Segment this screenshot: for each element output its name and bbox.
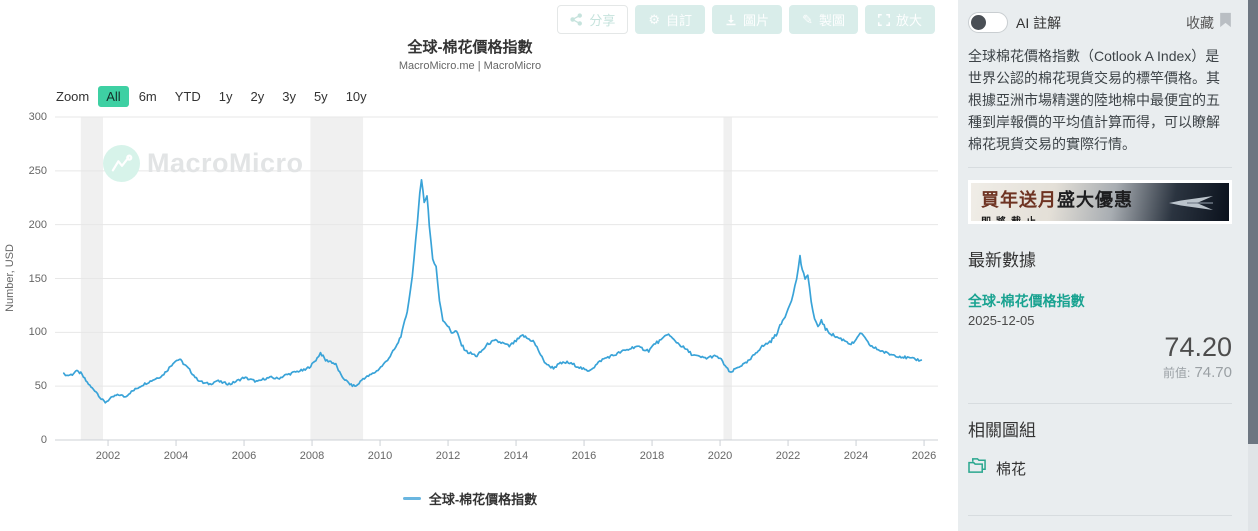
ai-annotation-label: AI 註解: [1016, 14, 1062, 31]
zoom-option-ytd[interactable]: YTD: [174, 89, 201, 104]
chart-card: 分享 ⚙ 自訂 圖片 ✎ 製圖 放大 全球: [0, 0, 958, 508]
divider: [968, 167, 1232, 168]
previous-value: 前值: 74.70: [968, 364, 1232, 381]
related-group-label: 棉花: [996, 460, 1027, 478]
toggle-knob: [971, 15, 986, 30]
y-tick-label: 0: [40, 434, 47, 446]
promo-banner-inner: 買年送月盛大優惠 即將截止: [971, 183, 1229, 221]
zoom-range-bar: Zoom All 6m YTD 1y 2y 3y 5y 10y: [56, 86, 376, 107]
divider: [968, 515, 1232, 516]
zoom-option-1y[interactable]: 1y: [218, 89, 233, 104]
watermark-text: MacroMicro: [147, 148, 304, 178]
latest-series-link[interactable]: 全球-棉花價格指數: [968, 293, 1085, 309]
x-tick-label: 2002: [95, 450, 121, 462]
jet-icon: [1167, 192, 1215, 219]
x-tick-label: 2022: [775, 450, 801, 462]
promo-banner[interactable]: 買年送月盛大優惠 即將截止: [968, 180, 1232, 224]
related-groups-heading: 相關圖組: [968, 421, 1036, 440]
x-tick-label: 2024: [843, 450, 869, 462]
folder-icon: [968, 457, 987, 479]
chart-description: 全球棉花價格指數（Cotlook A Index）是世界公認的棉花現貨交易的標竿…: [968, 48, 1220, 152]
zoom-label: Zoom: [56, 89, 90, 104]
zoom-option-all[interactable]: All: [98, 86, 129, 107]
legend-line-marker: [402, 497, 421, 500]
promo-subtitle: 即將截止: [981, 213, 1219, 221]
ai-annotation-toggle[interactable]: [968, 12, 1008, 33]
share-button-label: 分享: [589, 13, 616, 28]
zoom-option-3y[interactable]: 3y: [282, 89, 296, 104]
y-tick-label: 250: [28, 164, 47, 177]
x-tick-label: 2016: [571, 450, 597, 462]
divider: [968, 403, 1232, 404]
latest-data-heading: 最新數據: [968, 251, 1036, 270]
y-tick-label: 300: [28, 111, 47, 123]
latest-value: 74.20: [1164, 332, 1232, 362]
favorite-button[interactable]: 收藏: [1186, 12, 1232, 33]
chart-toolbar: 分享 ⚙ 自訂 圖片 ✎ 製圖 放大: [557, 5, 935, 34]
x-tick-label: 2020: [707, 450, 733, 462]
bookmark-icon: [1219, 12, 1232, 33]
y-tick-label: 200: [28, 218, 47, 231]
image-download-button-label: 圖片: [743, 13, 770, 28]
favorite-label: 收藏: [1186, 14, 1214, 31]
legend-series-label: 全球-棉花價格指數: [428, 492, 538, 507]
related-group-item-cotton[interactable]: 棉花: [968, 457, 1232, 479]
share-button[interactable]: 分享: [557, 5, 629, 34]
zoom-option-6m[interactable]: 6m: [138, 89, 157, 104]
chart-builder-button-label: 製圖: [818, 13, 845, 28]
promo-title: 買年送月盛大優惠: [981, 190, 1133, 210]
fullscreen-button-label: 放大: [895, 13, 922, 28]
ai-annotation-toggle-group: AI 註解: [968, 12, 1061, 33]
x-tick-label: 2008: [299, 450, 325, 462]
chart-legend[interactable]: 全球-棉花價格指數: [0, 489, 940, 508]
customize-button-label: 自訂: [666, 13, 693, 28]
chart-builder-button[interactable]: ✎ 製圖: [789, 5, 858, 34]
x-tick-label: 2018: [639, 450, 665, 462]
expand-icon: [877, 13, 890, 26]
fullscreen-button[interactable]: 放大: [864, 5, 935, 34]
image-download-button[interactable]: 圖片: [712, 5, 783, 34]
x-tick-label: 2006: [231, 450, 257, 462]
zoom-option-10y[interactable]: 10y: [345, 89, 367, 104]
gear-icon: ⚙: [648, 12, 661, 27]
chart-subtitle: MacroMicro.me | MacroMicro: [398, 60, 542, 72]
x-tick-label: 2014: [503, 450, 529, 462]
zoom-option-5y[interactable]: 5y: [313, 89, 328, 104]
chart-title: 全球-棉花價格指數: [407, 39, 533, 56]
sidebar: AI 註解 收藏 全球棉花價格指數（Cotlook A Index）是世界公認的…: [958, 0, 1248, 531]
latest-date: 2025-12-05: [968, 313, 1035, 328]
previous-value-label: 前值:: [1162, 366, 1191, 380]
zoom-option-2y[interactable]: 2y: [250, 89, 265, 104]
customize-button[interactable]: ⚙ 自訂: [635, 5, 706, 34]
x-tick-label: 2004: [163, 450, 189, 462]
sidebar-top-row: AI 註解 收藏: [968, 12, 1232, 33]
watermark: MacroMicro: [103, 145, 304, 182]
page-scrollbar[interactable]: [1248, 0, 1258, 531]
scrollbar-thumb[interactable]: [1248, 0, 1258, 444]
pencil-icon: ✎: [802, 12, 813, 27]
y-tick-label: 100: [28, 326, 47, 339]
download-icon: [725, 14, 737, 26]
price-line-chart[interactable]: [0, 0, 958, 475]
y-tick-label: 50: [34, 380, 47, 393]
x-tick-label: 2010: [367, 450, 393, 462]
previous-value-number: 74.70: [1194, 364, 1232, 381]
share-icon: [570, 13, 583, 26]
x-tick-label: 2026: [911, 450, 937, 462]
macromicro-logo-icon: [103, 145, 140, 182]
x-tick-label: 2012: [435, 450, 461, 462]
y-tick-label: 150: [28, 272, 47, 285]
